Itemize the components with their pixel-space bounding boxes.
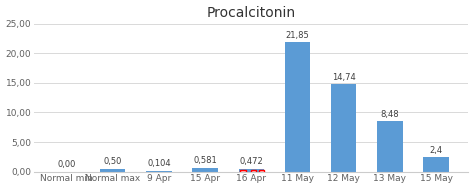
Bar xyxy=(192,168,218,172)
Text: 0,104: 0,104 xyxy=(147,159,171,168)
Bar xyxy=(259,170,264,172)
Text: 0,00: 0,00 xyxy=(57,160,76,169)
Text: 0,50: 0,50 xyxy=(103,157,122,166)
Text: 0,472: 0,472 xyxy=(239,157,263,166)
Text: 2,4: 2,4 xyxy=(429,146,443,155)
Text: 8,48: 8,48 xyxy=(381,110,399,119)
Title: Procalcitonin: Procalcitonin xyxy=(207,5,296,19)
Text: 14,74: 14,74 xyxy=(332,73,356,82)
Bar xyxy=(423,157,449,172)
Bar xyxy=(100,169,126,172)
Bar xyxy=(238,169,264,172)
Bar xyxy=(285,42,310,172)
Bar xyxy=(251,170,256,172)
Text: 0,581: 0,581 xyxy=(193,156,217,165)
Bar xyxy=(146,171,172,172)
Text: 21,85: 21,85 xyxy=(285,31,310,40)
Bar xyxy=(377,121,402,172)
Bar xyxy=(331,84,356,172)
Bar xyxy=(240,170,246,172)
